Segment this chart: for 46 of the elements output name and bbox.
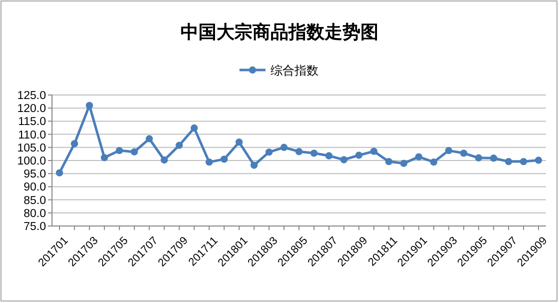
point	[370, 148, 378, 155]
point	[295, 148, 303, 156]
point	[70, 140, 78, 148]
point	[116, 146, 123, 154]
y-tick-label: 80.0	[24, 208, 46, 220]
point	[176, 142, 183, 149]
point	[340, 156, 348, 164]
y-tick-label: 125.0	[17, 90, 46, 102]
legend-label: 综合指数	[270, 64, 318, 78]
point	[325, 152, 333, 160]
point	[190, 124, 198, 132]
point	[86, 102, 94, 110]
point	[206, 158, 213, 166]
point	[504, 158, 512, 166]
point	[160, 156, 168, 164]
y-tick-label: 95.0	[24, 168, 46, 181]
y-tick-label: 120.0	[17, 103, 46, 116]
point	[534, 156, 542, 164]
point	[415, 153, 422, 160]
point	[56, 169, 64, 176]
point	[385, 158, 392, 166]
y-tick-label: 110.0	[18, 129, 46, 142]
point	[520, 158, 528, 166]
y-tick-label: 105.0	[17, 142, 46, 154]
y-tick-label: 90.0	[24, 182, 46, 194]
point	[400, 160, 408, 167]
point	[220, 156, 228, 163]
point	[250, 162, 258, 169]
point	[236, 138, 243, 146]
point	[280, 144, 288, 151]
point	[430, 158, 438, 166]
point	[355, 152, 362, 159]
point	[445, 146, 452, 154]
point	[310, 150, 318, 157]
point	[265, 148, 273, 156]
point	[475, 154, 482, 162]
point	[146, 135, 153, 142]
point	[130, 148, 138, 156]
chart-title: 中国大宗商品指数走势图	[180, 22, 378, 42]
y-tick-label: 100.0	[17, 156, 46, 168]
point	[490, 154, 498, 162]
y-tick-label: 115.0	[18, 116, 46, 128]
point	[460, 150, 468, 157]
y-tick-label: 75.0	[24, 221, 46, 233]
point	[100, 154, 108, 162]
y-tick-label: 85.0	[24, 194, 46, 207]
